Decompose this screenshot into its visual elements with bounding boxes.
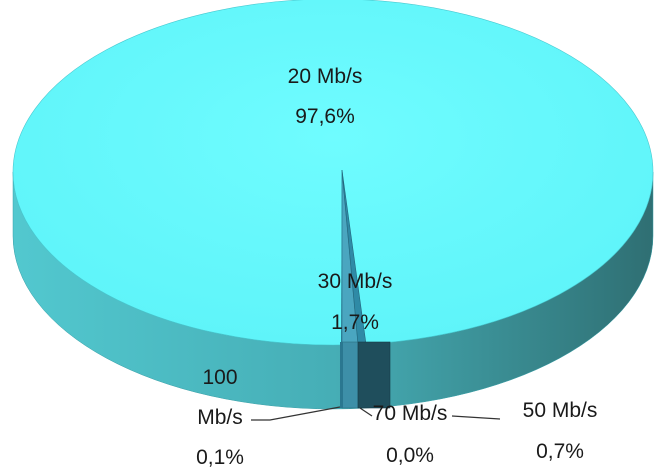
label-30mbs-category: 30 Mb/s [318, 270, 393, 293]
leader-line-50mbs [451, 415, 501, 420]
label-100mbs-category-line1: 100 [202, 366, 237, 389]
label-20mbs-value: 97,6% [295, 105, 355, 128]
label-50mbs-category: 50 Mb/s [523, 399, 598, 422]
slice-100mbs-front [340, 342, 343, 408]
label-70mbs-category: 70 Mb/s [373, 402, 448, 425]
label-70mbs-value: 0,0% [386, 444, 434, 467]
label-50mbs-value: 0,7% [536, 440, 584, 463]
slice-50mbs-front [357, 341, 391, 409]
leader-line-100mbs [251, 406, 341, 421]
pie-slice-100mbs [341, 170, 342, 345]
label-30mbs-value: 1,7% [331, 311, 379, 334]
slice-30mbs-front [341, 341, 359, 409]
pie-slice-20mbs [12, 0, 654, 346]
label-100mbs-category-line2: Mb/s [197, 406, 243, 429]
label-100mbs-value: 0,1% [196, 446, 244, 469]
label-20mbs-category: 20 Mb/s [288, 65, 363, 88]
leader-line-70mbs [359, 407, 373, 417]
